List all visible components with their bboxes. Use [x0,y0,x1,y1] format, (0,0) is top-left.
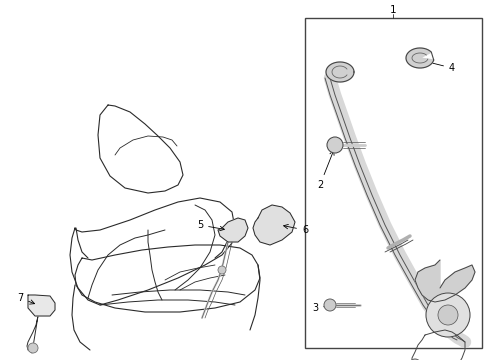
Polygon shape [414,260,474,302]
Text: 2: 2 [316,150,333,190]
Polygon shape [28,295,55,316]
Text: 1: 1 [389,5,395,15]
Bar [305,18,481,348]
Circle shape [324,299,335,311]
Text: 7: 7 [17,293,35,304]
Polygon shape [405,48,433,68]
Circle shape [218,266,225,274]
Polygon shape [325,62,353,82]
Circle shape [437,305,457,325]
Text: 5: 5 [197,220,224,231]
Circle shape [28,343,38,353]
Text: 3: 3 [311,303,332,313]
Polygon shape [252,205,294,245]
Polygon shape [218,218,247,242]
Circle shape [425,293,469,337]
Text: 6: 6 [283,224,307,235]
Circle shape [408,359,420,360]
Text: 4: 4 [423,60,454,73]
Circle shape [326,137,342,153]
